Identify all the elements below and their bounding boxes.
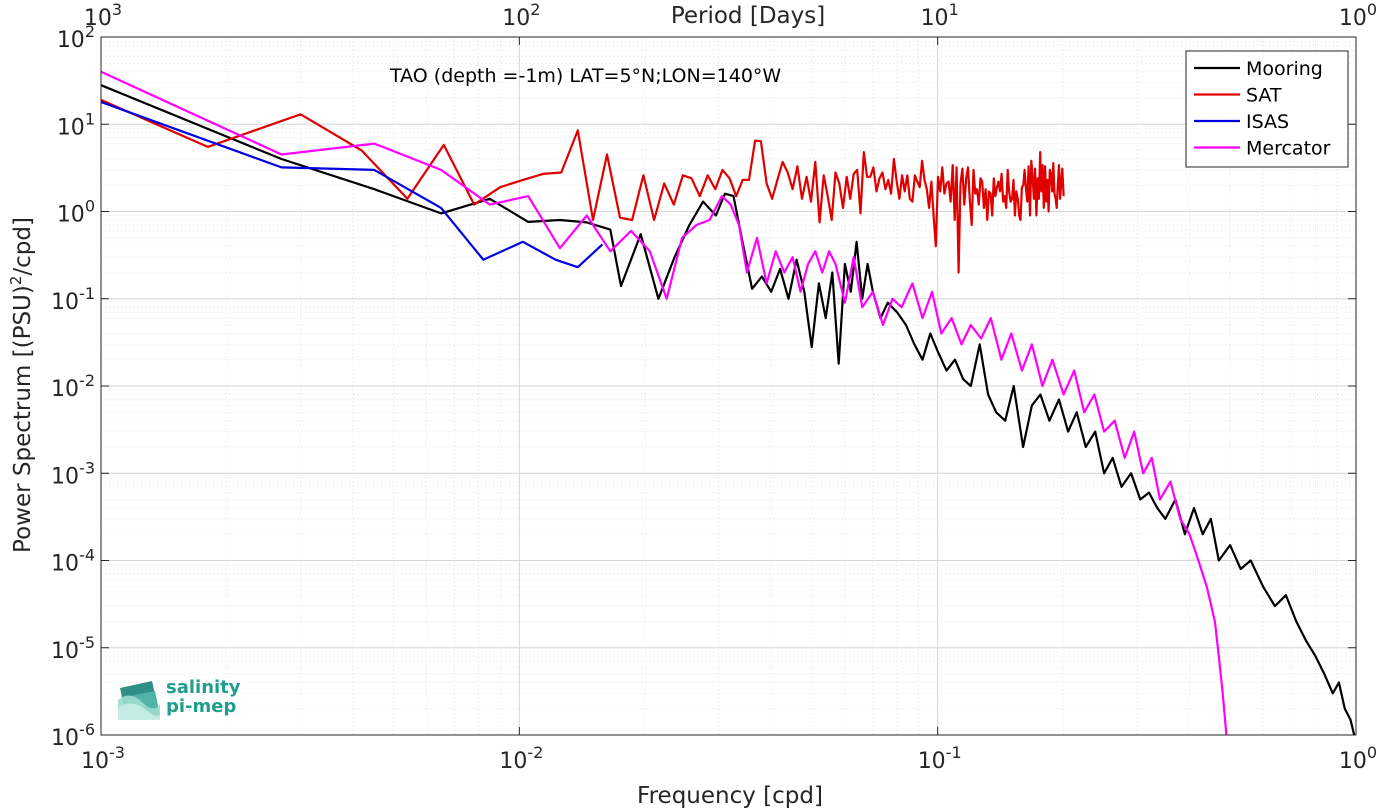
y-axis-label-suffix: /cpd] bbox=[10, 217, 36, 276]
series-line-isas bbox=[100, 100, 604, 269]
logo-mark-icon bbox=[118, 681, 160, 720]
y-tick-label: 10-3 bbox=[51, 458, 95, 489]
legend-label-sat: SAT bbox=[1246, 85, 1282, 107]
legend-label-mercator: Mercator bbox=[1246, 138, 1331, 160]
x-axis-label: Frequency [cpd] bbox=[637, 783, 823, 809]
y-tick-label: 10-5 bbox=[51, 633, 95, 664]
top-tick-label: 101 bbox=[921, 0, 959, 31]
y-tick-label: 10-6 bbox=[51, 720, 95, 751]
y-tick-label: 10-4 bbox=[51, 546, 95, 577]
chart-title: TAO (depth =-1m) LAT=5°N;LON=140°W bbox=[389, 65, 781, 87]
x-tick-label: 100 bbox=[1339, 743, 1377, 774]
legend-label-isas: ISAS bbox=[1246, 111, 1289, 133]
logo-line2: pi-mep bbox=[166, 696, 236, 717]
y-axis-label-prefix: Power Spectrum [(PSU) bbox=[10, 285, 36, 553]
y-axis-label-sup: 2 bbox=[7, 276, 25, 286]
series-line-sat bbox=[100, 98, 1065, 274]
series-line-mooring bbox=[100, 84, 1356, 736]
x-tick-label: 10-1 bbox=[918, 743, 962, 774]
y-axis-label: Power Spectrum [(PSU)2/cpd] bbox=[7, 217, 36, 553]
series-line-mercator bbox=[100, 70, 1228, 736]
x-tick-label: 10-2 bbox=[499, 743, 543, 774]
series-group bbox=[100, 70, 1356, 736]
top-tick-label: 100 bbox=[1339, 0, 1377, 31]
y-tick-label: 10-1 bbox=[51, 284, 95, 315]
salinity-pimep-logo: salinity pi-mep bbox=[118, 677, 241, 720]
top-tick-label: 103 bbox=[84, 0, 122, 31]
top-axis-label: Period [Days] bbox=[671, 3, 825, 29]
y-tick-label: 101 bbox=[57, 109, 95, 140]
y-tick-label: 102 bbox=[57, 22, 95, 53]
legend: Mooring SAT ISAS Mercator bbox=[1185, 50, 1349, 168]
y-tick-label: 100 bbox=[57, 197, 95, 228]
logo-line1: salinity bbox=[166, 677, 241, 698]
y-tick-label: 10-2 bbox=[51, 371, 95, 402]
top-tick-label: 102 bbox=[502, 0, 540, 31]
legend-label-mooring: Mooring bbox=[1246, 58, 1323, 80]
x-tick-label: 10-3 bbox=[81, 743, 125, 774]
grid bbox=[101, 37, 1356, 735]
